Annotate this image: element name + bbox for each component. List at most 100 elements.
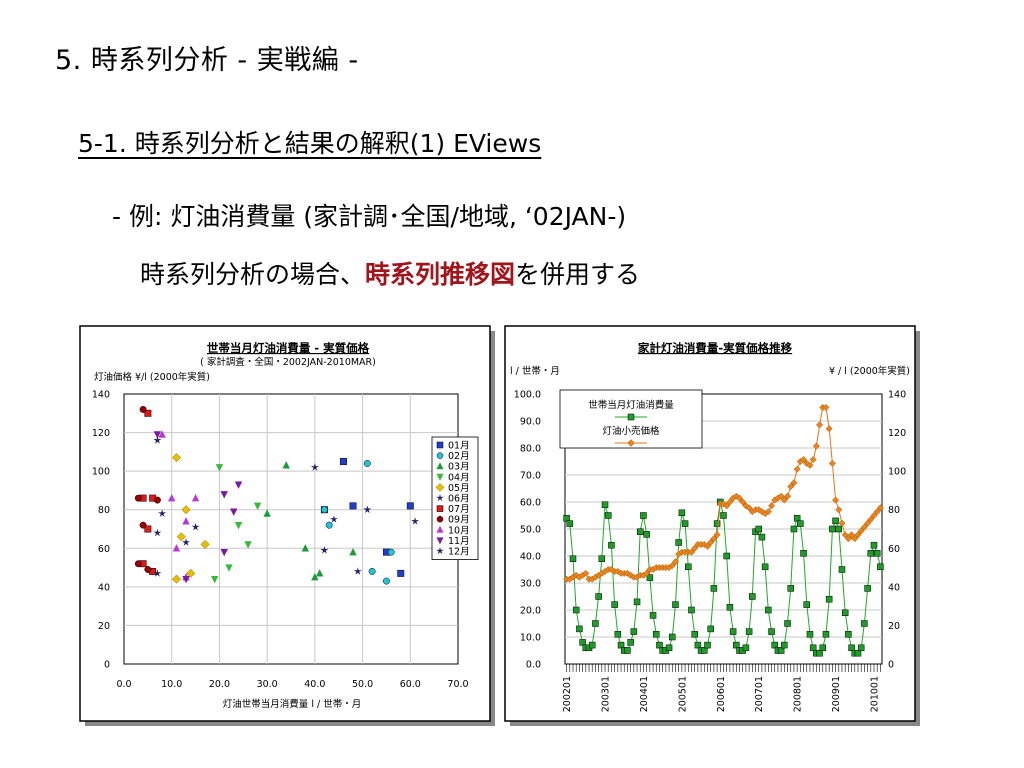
y-right-tick-label: 100: [888, 467, 906, 478]
series-point: [873, 508, 881, 516]
y-right-tick-label: 20: [888, 621, 900, 632]
series-point: [832, 517, 839, 525]
x-tick-label: 200201: [562, 676, 573, 712]
series-point: [672, 601, 679, 608]
timeseries-lines: [563, 403, 884, 657]
scatter-point: [301, 544, 310, 552]
series-point: [713, 531, 721, 539]
series-point: [758, 533, 766, 541]
scatter-point: [263, 509, 271, 517]
y-tick-label: 120: [92, 428, 110, 439]
series-point: [649, 612, 657, 619]
legend-label: 05月: [448, 483, 470, 494]
legend-marker: [436, 462, 444, 470]
scatter-point: [182, 538, 190, 546]
scatter-point: [171, 574, 182, 584]
y-right-tick-label: 80: [888, 505, 900, 516]
series-point: [710, 585, 718, 592]
series-point: [710, 535, 718, 543]
legend-marker: [627, 439, 635, 447]
series-point: [569, 555, 577, 562]
x-tick-label: 200301: [601, 676, 612, 712]
series-point: [671, 558, 680, 566]
legend-label: 02月: [448, 451, 470, 462]
series-point: [701, 647, 708, 654]
series-point: [601, 501, 609, 508]
legend-marker: [436, 505, 444, 512]
series-point: [739, 498, 747, 506]
scatter-point: [406, 502, 414, 510]
series-point: [781, 641, 788, 649]
legend-marker: [436, 494, 444, 502]
timeseries-chart: 家計灯油消費量-実質価格推移 l / 世帯・月 ¥ / l (2000年実質) …: [504, 325, 920, 726]
x-tick-label: 20.0: [209, 679, 230, 690]
scatter-point: [210, 575, 219, 584]
series-point: [867, 515, 875, 523]
series-point: [835, 506, 843, 514]
y-left-tick-label: 60.0: [520, 498, 541, 509]
series-point: [685, 563, 692, 571]
series-point: [793, 465, 801, 473]
legend-marker: [436, 547, 444, 555]
scatter-point: [382, 577, 390, 585]
scatter-point: [139, 405, 147, 413]
series-point: [623, 569, 631, 577]
y-left-tick-label: 10.0: [520, 633, 541, 644]
y-tick-label: 40: [98, 582, 110, 593]
scatter-point: [186, 568, 196, 578]
scatter-ticks: 0.0 10.0 20.0 30.0 40.0 50.0 60.0 70.0 0 20 40 60 80…: [92, 390, 469, 691]
legend-marker: [435, 483, 445, 492]
series-point: [643, 531, 650, 538]
y-left-tick-label: 30.0: [520, 579, 541, 590]
series-point: [816, 421, 824, 429]
series-point: [838, 519, 846, 527]
scatter-points: [134, 405, 420, 585]
scatter-point: [325, 521, 333, 529]
bullet-note-highlight: 時系列推移図: [365, 260, 516, 289]
scatter-point: [234, 521, 243, 530]
x-tick-label: 200801: [793, 676, 804, 712]
x-tick-label: 10.0: [161, 679, 182, 690]
scatter-subtitle: ( 家計調査・全国・2002JAN-2010MAR): [200, 356, 376, 368]
scatter-point: [387, 548, 395, 556]
series-point: [723, 502, 731, 510]
legend-marker: [436, 452, 444, 459]
series-point: [790, 525, 798, 533]
scatter-point: [363, 459, 371, 467]
scatter-point: [329, 515, 338, 523]
series-point: [688, 606, 695, 614]
scatter-point: [310, 463, 319, 471]
x-tick-label: 60.0: [400, 679, 421, 690]
legend-marker: [436, 537, 444, 545]
x-tick-label: 200501: [677, 676, 688, 712]
legend-label: 10月: [448, 525, 470, 536]
legend-label: 灯油小売価格: [602, 425, 660, 437]
scatter-point: [134, 494, 142, 502]
series-point: [608, 541, 615, 549]
y-tick-label: 80: [98, 505, 110, 516]
scatter-point: [171, 453, 182, 463]
series-point: [588, 641, 596, 649]
series-point: [816, 649, 823, 657]
y-left-tick-label: 20.0: [520, 606, 541, 617]
scatter-point: [311, 573, 319, 581]
scatter-point: [153, 431, 162, 439]
x-tick-label: 70.0: [447, 679, 468, 690]
scatter-point: [363, 505, 372, 514]
series-point: [803, 601, 811, 608]
y-tick-label: 60: [98, 544, 110, 555]
scatter-title: 世帯当月灯油消費量 - 実質価格: [207, 341, 370, 355]
series-point: [595, 593, 602, 600]
series-point: [777, 647, 785, 654]
series-point: [876, 504, 884, 512]
series-point: [566, 520, 574, 527]
series-point: [857, 527, 865, 535]
x-tick-label: 201001: [869, 676, 880, 712]
legend-label: 11月: [448, 536, 470, 547]
scatter-point: [191, 522, 200, 531]
series-point: [611, 601, 618, 608]
series-point: [643, 569, 651, 577]
x-tick-label: 200601: [716, 676, 727, 712]
